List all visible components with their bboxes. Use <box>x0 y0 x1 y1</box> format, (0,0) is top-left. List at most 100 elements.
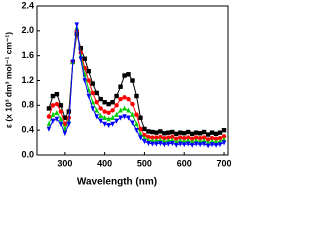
marker <box>201 135 207 140</box>
y-tick-label: 1.6 <box>21 50 34 60</box>
marker <box>126 72 131 77</box>
marker <box>110 108 115 113</box>
marker <box>94 90 99 96</box>
marker <box>126 96 131 102</box>
marker <box>209 142 215 148</box>
marker <box>166 130 171 135</box>
marker <box>162 136 167 141</box>
series-line <box>48 33 225 136</box>
marker <box>205 143 211 149</box>
marker <box>102 100 107 105</box>
marker <box>217 130 223 135</box>
marker <box>130 111 135 117</box>
y-tick-label: 0.8 <box>21 100 34 110</box>
marker <box>50 118 56 124</box>
marker <box>201 129 207 135</box>
y-tick-label: 0.0 <box>21 149 34 159</box>
marker <box>90 81 95 86</box>
x-tick-label: 600 <box>177 158 192 168</box>
marker <box>50 93 56 99</box>
marker <box>122 114 127 120</box>
y-tick-label: 2.0 <box>21 25 34 35</box>
marker <box>78 46 83 51</box>
marker <box>102 114 107 120</box>
marker <box>130 78 135 83</box>
marker <box>213 142 219 148</box>
marker <box>130 101 135 107</box>
marker <box>106 116 111 122</box>
marker <box>102 109 107 114</box>
marker <box>217 136 223 141</box>
marker <box>166 135 171 140</box>
x-axis-title: Wavelength (nm) <box>77 177 157 188</box>
chart: Wavelength (nm) ε (x 10³ dm³ mol⁻¹ cm⁻¹)… <box>3 0 232 188</box>
marker <box>90 106 95 112</box>
marker <box>193 130 199 135</box>
marker <box>62 115 68 120</box>
series-line <box>48 24 225 147</box>
marker <box>78 56 83 62</box>
marker <box>62 131 68 137</box>
marker <box>197 131 203 136</box>
marker <box>106 123 111 129</box>
marker <box>82 56 87 61</box>
marker <box>66 121 72 127</box>
marker <box>182 131 187 136</box>
marker <box>158 141 163 147</box>
marker <box>150 129 155 135</box>
marker <box>54 101 60 107</box>
marker <box>142 139 147 145</box>
marker <box>158 134 163 140</box>
marker <box>122 95 127 100</box>
marker <box>209 136 215 141</box>
marker <box>205 137 211 142</box>
marker <box>162 131 167 136</box>
x-tick-label: 400 <box>97 158 112 168</box>
marker <box>110 121 115 127</box>
y-tick-label: 1.2 <box>21 75 34 85</box>
marker <box>86 78 91 83</box>
marker <box>106 101 111 107</box>
marker <box>86 68 91 74</box>
marker <box>110 100 115 105</box>
marker <box>138 135 143 141</box>
marker <box>102 121 107 127</box>
marker <box>162 142 167 148</box>
marker <box>142 132 147 138</box>
marker <box>98 113 103 119</box>
marker <box>201 141 207 147</box>
marker <box>46 121 52 127</box>
marker <box>114 118 119 124</box>
marker <box>94 107 99 113</box>
marker <box>54 109 60 115</box>
marker <box>178 135 183 140</box>
marker <box>174 131 179 137</box>
marker <box>126 107 131 113</box>
marker <box>118 84 123 89</box>
marker <box>178 141 183 147</box>
marker <box>154 135 159 140</box>
y-axis-title: ε (x 10³ dm³ mol⁻¹ cm⁻¹) <box>3 32 13 128</box>
marker <box>54 91 60 97</box>
marker <box>186 135 191 140</box>
marker <box>46 114 52 119</box>
marker <box>122 73 127 78</box>
marker <box>221 127 227 133</box>
marker <box>54 116 60 122</box>
marker <box>189 142 195 148</box>
marker <box>209 130 215 135</box>
marker <box>146 129 151 134</box>
marker <box>193 141 199 147</box>
marker <box>98 106 103 111</box>
marker <box>221 134 227 139</box>
x-tick-label: 700 <box>217 158 232 168</box>
marker <box>118 96 123 102</box>
marker <box>74 22 79 28</box>
marker <box>114 103 119 108</box>
marker <box>118 115 123 121</box>
x-tick-label: 300 <box>57 158 72 168</box>
marker <box>213 136 219 142</box>
marker <box>94 114 99 120</box>
y-tick-label: 2.4 <box>21 0 34 10</box>
marker <box>146 134 151 140</box>
